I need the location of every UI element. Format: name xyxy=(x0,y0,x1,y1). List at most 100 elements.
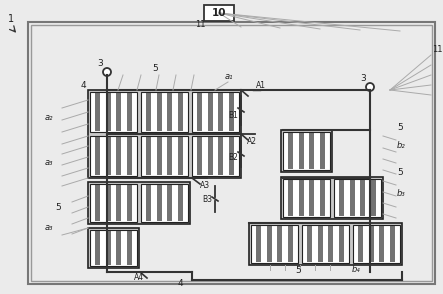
Text: 1: 1 xyxy=(8,14,14,24)
Bar xyxy=(251,225,298,263)
Bar xyxy=(141,92,188,132)
Bar xyxy=(141,136,188,176)
Text: A1: A1 xyxy=(256,81,266,91)
Text: B2: B2 xyxy=(228,153,238,163)
Bar xyxy=(288,180,293,216)
Bar xyxy=(146,185,152,221)
Text: 3: 3 xyxy=(97,59,103,68)
Bar xyxy=(90,92,137,132)
Bar xyxy=(358,226,363,262)
Text: a₁: a₁ xyxy=(225,72,233,81)
Text: B3: B3 xyxy=(202,196,212,205)
Bar xyxy=(31,25,432,281)
Bar xyxy=(116,231,121,265)
Bar xyxy=(283,179,330,217)
Bar xyxy=(192,92,239,132)
Bar xyxy=(88,90,241,178)
Bar xyxy=(95,185,101,221)
Bar xyxy=(249,223,402,265)
Bar xyxy=(370,180,376,216)
Bar xyxy=(319,180,325,216)
Bar xyxy=(229,93,234,131)
Text: b₄: b₄ xyxy=(352,265,361,274)
Text: a₂: a₂ xyxy=(45,113,54,122)
Bar xyxy=(88,182,190,224)
Bar xyxy=(339,180,345,216)
Text: A3: A3 xyxy=(200,181,210,191)
Bar xyxy=(106,185,111,221)
Bar xyxy=(157,185,162,221)
Text: 5: 5 xyxy=(55,203,61,212)
Bar xyxy=(95,93,101,131)
Bar xyxy=(307,226,312,262)
Bar xyxy=(256,226,261,262)
Bar xyxy=(208,93,213,131)
Bar xyxy=(28,22,435,284)
Bar xyxy=(277,226,282,262)
Bar xyxy=(146,93,152,131)
Text: 5: 5 xyxy=(397,123,403,132)
Bar xyxy=(157,137,162,175)
Text: b₂: b₂ xyxy=(397,141,406,150)
Text: 5: 5 xyxy=(397,168,403,177)
Bar xyxy=(116,93,121,131)
Bar xyxy=(267,226,272,262)
Bar xyxy=(229,137,234,175)
Bar xyxy=(218,137,223,175)
Bar xyxy=(90,136,137,176)
Bar xyxy=(141,184,188,222)
Bar xyxy=(167,137,172,175)
Bar xyxy=(389,226,395,262)
Bar xyxy=(338,226,344,262)
Bar xyxy=(90,184,137,222)
Bar xyxy=(167,185,172,221)
Bar xyxy=(95,231,101,265)
Bar xyxy=(299,180,304,216)
Bar xyxy=(178,137,183,175)
Bar xyxy=(192,136,239,176)
Text: 3: 3 xyxy=(360,74,366,83)
Text: 10: 10 xyxy=(212,8,226,18)
Bar xyxy=(106,231,111,265)
Text: a₃: a₃ xyxy=(45,223,54,232)
Text: b₃: b₃ xyxy=(397,189,406,198)
Bar xyxy=(350,180,355,216)
Bar xyxy=(281,130,332,172)
Text: 5: 5 xyxy=(152,64,158,73)
Bar xyxy=(309,133,315,169)
Bar xyxy=(299,133,304,169)
Bar xyxy=(197,137,202,175)
Text: 4: 4 xyxy=(80,81,86,91)
Bar xyxy=(127,231,132,265)
Bar xyxy=(283,132,330,170)
Bar xyxy=(288,226,293,262)
Bar xyxy=(318,226,323,262)
Text: a₃: a₃ xyxy=(45,158,54,167)
Bar xyxy=(127,137,132,175)
Bar xyxy=(281,177,383,219)
Bar xyxy=(106,137,111,175)
Bar xyxy=(288,133,293,169)
Bar xyxy=(106,93,111,131)
Text: A4: A4 xyxy=(134,273,144,283)
Bar xyxy=(146,137,152,175)
Bar xyxy=(353,225,400,263)
Bar xyxy=(178,185,183,221)
Bar xyxy=(208,137,213,175)
Circle shape xyxy=(103,68,111,76)
Bar xyxy=(360,180,365,216)
Text: 5: 5 xyxy=(295,266,301,275)
Text: 11: 11 xyxy=(432,46,443,54)
Text: 4: 4 xyxy=(177,278,183,288)
Bar xyxy=(90,230,137,266)
Bar xyxy=(302,225,349,263)
Bar xyxy=(309,180,315,216)
Bar xyxy=(127,93,132,131)
Bar xyxy=(379,226,385,262)
Text: 11: 11 xyxy=(195,20,206,29)
Bar xyxy=(218,93,223,131)
Bar xyxy=(88,228,139,268)
Bar xyxy=(319,133,325,169)
Text: A2: A2 xyxy=(247,138,257,146)
Bar xyxy=(116,185,121,221)
